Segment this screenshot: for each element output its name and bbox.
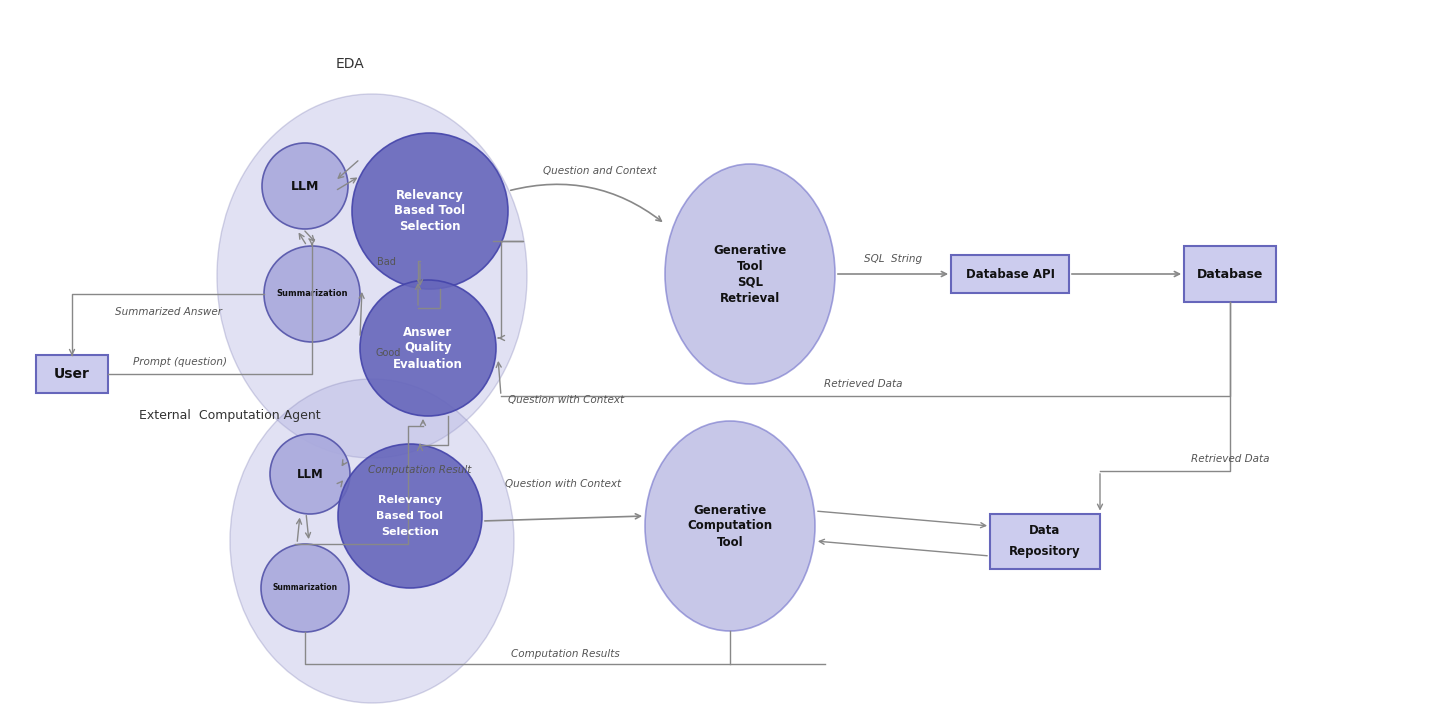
FancyArrowPatch shape	[339, 161, 357, 178]
Text: LLM: LLM	[297, 468, 323, 481]
FancyArrowPatch shape	[343, 460, 347, 465]
FancyArrowPatch shape	[299, 234, 306, 244]
FancyArrowPatch shape	[1097, 474, 1103, 509]
FancyArrowPatch shape	[416, 285, 420, 305]
Text: Generative: Generative	[713, 243, 786, 256]
FancyArrowPatch shape	[359, 293, 364, 335]
Text: Relevancy: Relevancy	[396, 189, 464, 202]
Text: Selection: Selection	[382, 527, 439, 537]
Text: Repository: Repository	[1009, 544, 1080, 558]
FancyArrowPatch shape	[837, 272, 946, 277]
FancyArrowPatch shape	[417, 445, 423, 451]
Text: Database: Database	[1198, 267, 1263, 280]
Text: SQL: SQL	[737, 275, 763, 288]
Text: Retrieved Data: Retrieved Data	[823, 379, 902, 389]
FancyArrowPatch shape	[484, 514, 640, 521]
Text: Answer: Answer	[403, 325, 453, 338]
Text: Generative: Generative	[693, 504, 766, 516]
Circle shape	[270, 434, 350, 514]
Text: SQL  String: SQL String	[865, 254, 922, 264]
Text: Summarized Answer: Summarized Answer	[114, 307, 221, 317]
Text: Data: Data	[1029, 524, 1060, 537]
FancyArrowPatch shape	[310, 240, 314, 245]
Text: Selection: Selection	[399, 221, 460, 234]
Text: Based Tool: Based Tool	[394, 205, 466, 218]
Circle shape	[339, 444, 482, 588]
Text: Evaluation: Evaluation	[393, 357, 463, 370]
FancyArrowPatch shape	[337, 178, 356, 189]
Text: Tool: Tool	[737, 259, 763, 272]
Text: EDA: EDA	[336, 57, 364, 71]
Text: LLM: LLM	[292, 179, 319, 192]
Text: Good: Good	[376, 348, 400, 358]
Text: Based Tool: Based Tool	[376, 511, 443, 521]
Text: Relevancy: Relevancy	[379, 495, 442, 505]
Text: Computation: Computation	[687, 520, 773, 532]
FancyArrowPatch shape	[304, 231, 314, 241]
FancyArrowPatch shape	[817, 511, 986, 528]
Text: Retrieved Data: Retrieved Data	[1190, 454, 1269, 464]
Circle shape	[262, 143, 349, 229]
FancyArrowPatch shape	[420, 420, 426, 425]
FancyArrowPatch shape	[297, 519, 302, 542]
FancyArrowPatch shape	[417, 264, 423, 285]
Text: Summarization: Summarization	[273, 584, 337, 592]
Circle shape	[352, 133, 507, 289]
Text: Quality: Quality	[404, 341, 452, 354]
Circle shape	[264, 246, 360, 342]
Text: Computation Result: Computation Result	[369, 465, 472, 475]
Text: Prompt (question): Prompt (question)	[133, 357, 227, 367]
FancyBboxPatch shape	[36, 355, 109, 393]
Text: Tool: Tool	[717, 536, 743, 549]
Circle shape	[360, 280, 496, 416]
FancyArrowPatch shape	[1072, 272, 1179, 277]
Ellipse shape	[230, 379, 514, 703]
Text: External  Computation Agent: External Computation Agent	[139, 409, 322, 423]
Ellipse shape	[217, 94, 527, 458]
Ellipse shape	[664, 164, 835, 384]
FancyBboxPatch shape	[952, 255, 1069, 293]
Circle shape	[262, 544, 349, 632]
Ellipse shape	[644, 421, 815, 631]
Text: Summarization: Summarization	[276, 290, 347, 298]
Text: User: User	[54, 367, 90, 381]
FancyArrowPatch shape	[496, 362, 502, 393]
FancyArrowPatch shape	[499, 335, 504, 340]
Text: Bad: Bad	[377, 257, 396, 267]
FancyBboxPatch shape	[1185, 246, 1276, 302]
FancyArrowPatch shape	[819, 539, 987, 556]
FancyArrowPatch shape	[306, 515, 310, 538]
Text: Retrieval: Retrieval	[720, 292, 780, 304]
Text: Question with Context: Question with Context	[506, 479, 622, 489]
Text: Question and Context: Question and Context	[543, 166, 657, 176]
Text: Question with Context: Question with Context	[507, 395, 624, 405]
FancyArrowPatch shape	[337, 481, 343, 486]
FancyArrowPatch shape	[70, 349, 74, 355]
FancyBboxPatch shape	[990, 513, 1100, 568]
Text: Database API: Database API	[966, 267, 1055, 280]
Text: Computation Results: Computation Results	[510, 649, 619, 659]
FancyArrowPatch shape	[510, 184, 662, 221]
